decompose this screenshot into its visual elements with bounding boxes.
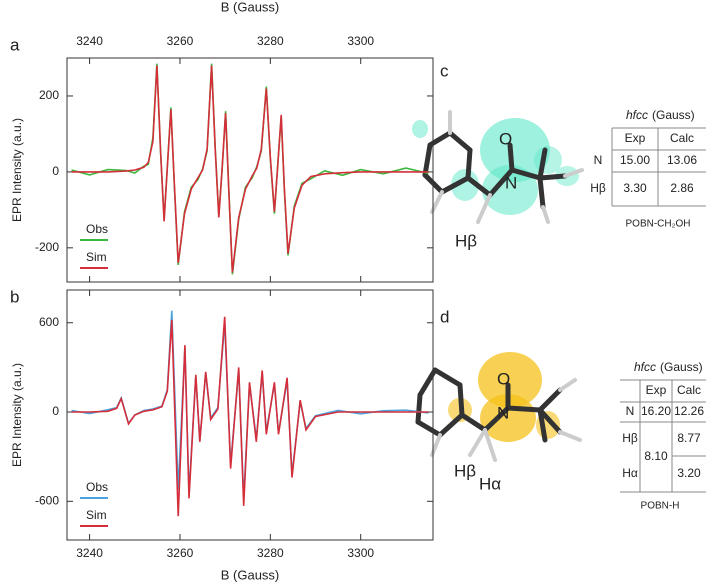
spectrum-line	[71, 310, 429, 499]
x-tick-label: 3240	[76, 546, 103, 560]
table-d	[620, 379, 706, 493]
atom-label: Hβ	[454, 461, 476, 480]
molecule-d	[415, 352, 582, 462]
panel-label: d	[440, 307, 449, 326]
spectrum-line	[71, 316, 429, 517]
table-caption: POBN-H	[641, 501, 680, 512]
y-axis-label: EPR Intensity (a.u.)	[10, 363, 24, 467]
x-tick-label: 3280	[257, 546, 284, 560]
column-header: Exp	[625, 131, 646, 145]
row-header: N	[626, 404, 635, 418]
atom-label: O	[497, 369, 510, 388]
legend-label: Sim	[86, 250, 107, 264]
cell: 3.30	[623, 181, 647, 195]
spectrum-line	[71, 65, 429, 273]
row-header: Hα	[622, 466, 638, 480]
x-axis-label: B (Gauss)	[221, 0, 280, 14]
cell: 13.06	[667, 153, 697, 167]
atom-label: O	[499, 129, 512, 148]
x-tick-label: 3280	[257, 34, 284, 48]
cell: 8.77	[677, 431, 701, 445]
atom-label: Hβ	[455, 231, 477, 250]
x-axis-label: B (Gauss)	[221, 567, 280, 582]
y-tick-label: -600	[35, 493, 59, 507]
y-tick-label: -200	[35, 240, 59, 254]
plot-frame	[66, 289, 434, 541]
atom-label: N	[497, 403, 509, 422]
table-caption: POBN-CH₂OH	[626, 219, 691, 230]
y-tick-label: 600	[39, 315, 59, 329]
cell: 12.26	[674, 404, 704, 418]
x-tick-label: 3300	[347, 34, 374, 48]
y-tick-label: 0	[52, 404, 59, 418]
row-header: Hβ	[590, 181, 606, 195]
cell: 16.20	[641, 404, 671, 418]
column-header: Calc	[677, 383, 701, 397]
x-tick-label: 3300	[347, 546, 374, 560]
y-tick-label: 200	[39, 88, 59, 102]
x-tick-label: 3260	[167, 546, 194, 560]
row-header: N	[594, 153, 603, 167]
plot-frame	[66, 57, 434, 283]
x-tick-label: 3260	[167, 34, 194, 48]
x-tick-label: 3240	[76, 34, 103, 48]
table-unit: (Gauss)	[652, 108, 695, 122]
cell: 3.20	[677, 466, 701, 480]
panel-label: a	[10, 35, 20, 54]
cell: 15.00	[620, 153, 650, 167]
column-header: Calc	[670, 131, 694, 145]
table-c	[611, 127, 706, 207]
cell: 8.10	[644, 449, 668, 463]
panel-label: c	[440, 61, 449, 80]
atom-label: Hα	[479, 474, 501, 493]
column-header: Exp	[646, 383, 667, 397]
row-header: Hβ	[622, 431, 638, 445]
spectrum-line	[71, 63, 429, 275]
panel-label: b	[10, 287, 19, 306]
legend-label: Sim	[86, 508, 107, 522]
molecule-c	[412, 110, 584, 224]
cell: 2.86	[670, 181, 694, 195]
y-tick-label: 0	[52, 164, 59, 178]
y-axis-label: EPR Intensity (a.u.)	[10, 118, 24, 222]
legend-label: Obs	[86, 480, 108, 494]
table-unit: (Gauss)	[660, 360, 703, 374]
atom-label: N	[505, 173, 517, 192]
table-title: hfcc	[634, 360, 656, 374]
table-title: hfcc	[626, 108, 648, 122]
legend-label: Obs	[86, 222, 108, 236]
